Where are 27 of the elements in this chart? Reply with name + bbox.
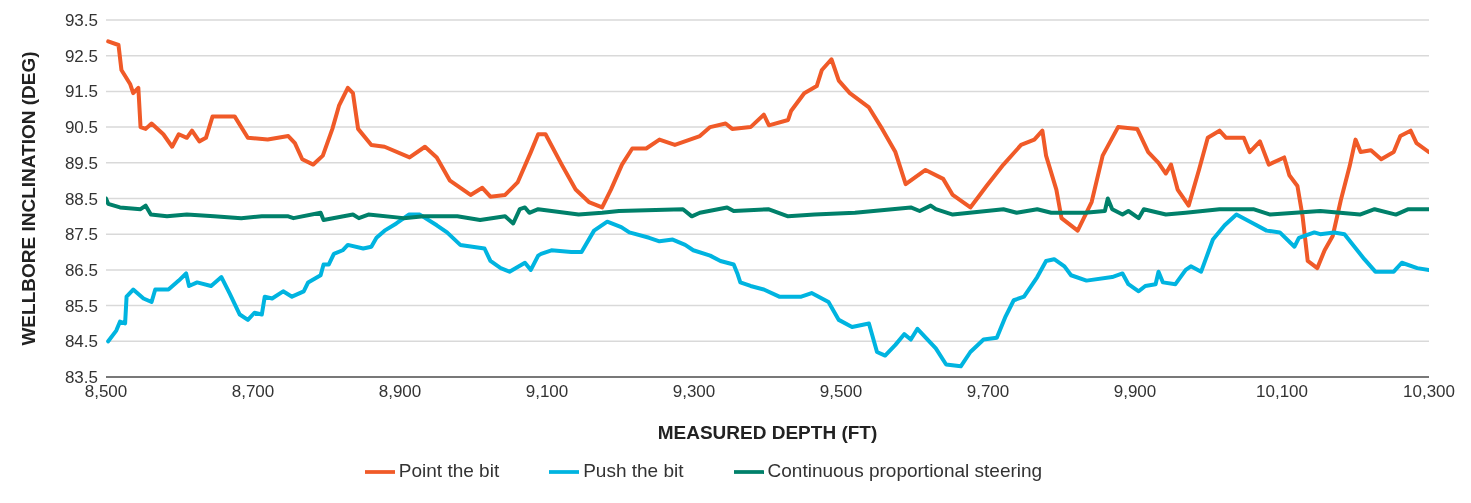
y-tick-label: 89.5: [64, 153, 98, 173]
legend-label: Point the bit: [398, 460, 500, 482]
x-tick-label: 8,900: [378, 382, 422, 402]
x-tick-label: 9,300: [672, 382, 716, 402]
y-tick-label: 93.5: [64, 11, 98, 31]
x-tick-label: 9,100: [525, 382, 569, 402]
line-series: [106, 196, 1429, 226]
x-tick-label: 8,700: [231, 382, 275, 402]
y-tick-label: 88.5: [64, 189, 98, 209]
x-tick-label: 9,500: [819, 382, 863, 402]
line-series: [106, 212, 1429, 369]
y-tick-label: 85.5: [64, 296, 98, 316]
x-tick-label: 9,900: [1113, 382, 1157, 402]
y-tick-label: 87.5: [64, 225, 98, 245]
y-tick-label: 84.5: [64, 332, 98, 352]
x-tick-label: 10,100: [1256, 382, 1308, 402]
y-tick-label: 90.5: [64, 118, 98, 138]
legend-label: Push the bit: [583, 460, 684, 482]
x-tick-label: 10,300: [1403, 382, 1455, 402]
legend-label: Continuous proportional steering: [767, 460, 1043, 482]
y-tick-label: 92.5: [64, 46, 98, 66]
line-series: [106, 39, 1429, 271]
x-axis-title: MEASURED DEPTH (FT): [657, 422, 878, 443]
x-tick-label: 9,700: [966, 382, 1010, 402]
y-axis-title: WELLBORE INCLINATION (DEG): [17, 51, 39, 346]
y-tick-label: 91.5: [64, 82, 98, 102]
y-tick-label: 86.5: [64, 260, 98, 280]
